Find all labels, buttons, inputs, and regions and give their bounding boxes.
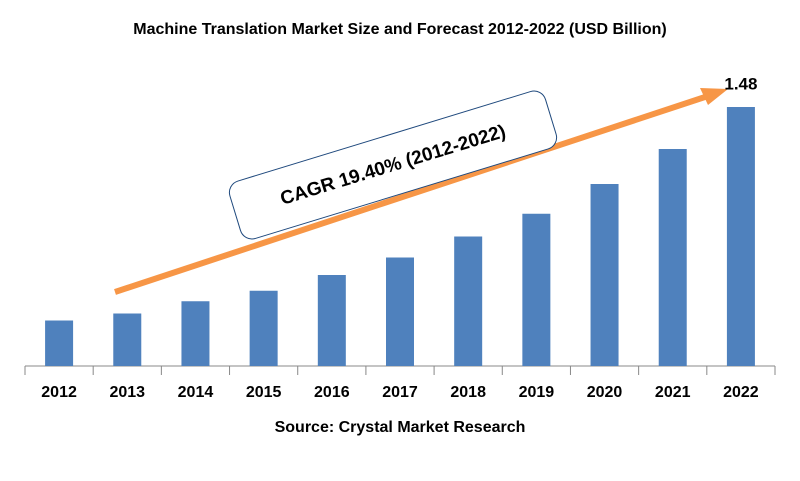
bar	[249, 290, 278, 366]
bar	[658, 149, 687, 366]
value-label: 1.48	[724, 74, 757, 93]
x-tick-label: 2014	[178, 384, 214, 401]
source-label: Source: Crystal Market Research	[275, 419, 526, 436]
bar	[113, 313, 142, 366]
trend-arrow	[114, 94, 706, 295]
chart-title: Machine Translation Market Size and Fore…	[133, 21, 667, 38]
x-tick-label: 2015	[246, 384, 282, 401]
x-tick-label: 2021	[655, 384, 691, 401]
x-tick-label: 2020	[587, 384, 623, 401]
x-tick-label: 2017	[382, 384, 418, 401]
x-tick-label: 2019	[519, 384, 555, 401]
bar	[181, 301, 210, 366]
bar	[590, 184, 619, 366]
x-tick-label: 2018	[450, 384, 486, 401]
x-tick-label: 2012	[41, 384, 77, 401]
x-tick-label: 2013	[109, 384, 145, 401]
x-tick-label: 2022	[723, 384, 759, 401]
bar	[726, 107, 755, 366]
bar	[386, 257, 414, 366]
x-tick-label: 2016	[314, 384, 350, 401]
cagr-frame	[228, 90, 558, 240]
trend-arrowhead	[700, 88, 728, 105]
cagr-box: CAGR 19.40% (2012-2022)	[228, 90, 558, 240]
bar	[522, 213, 551, 366]
bar	[454, 236, 483, 366]
title-box: Machine Translation Market Size and Fore…	[133, 21, 667, 38]
bar	[45, 320, 74, 366]
bar	[317, 275, 346, 366]
